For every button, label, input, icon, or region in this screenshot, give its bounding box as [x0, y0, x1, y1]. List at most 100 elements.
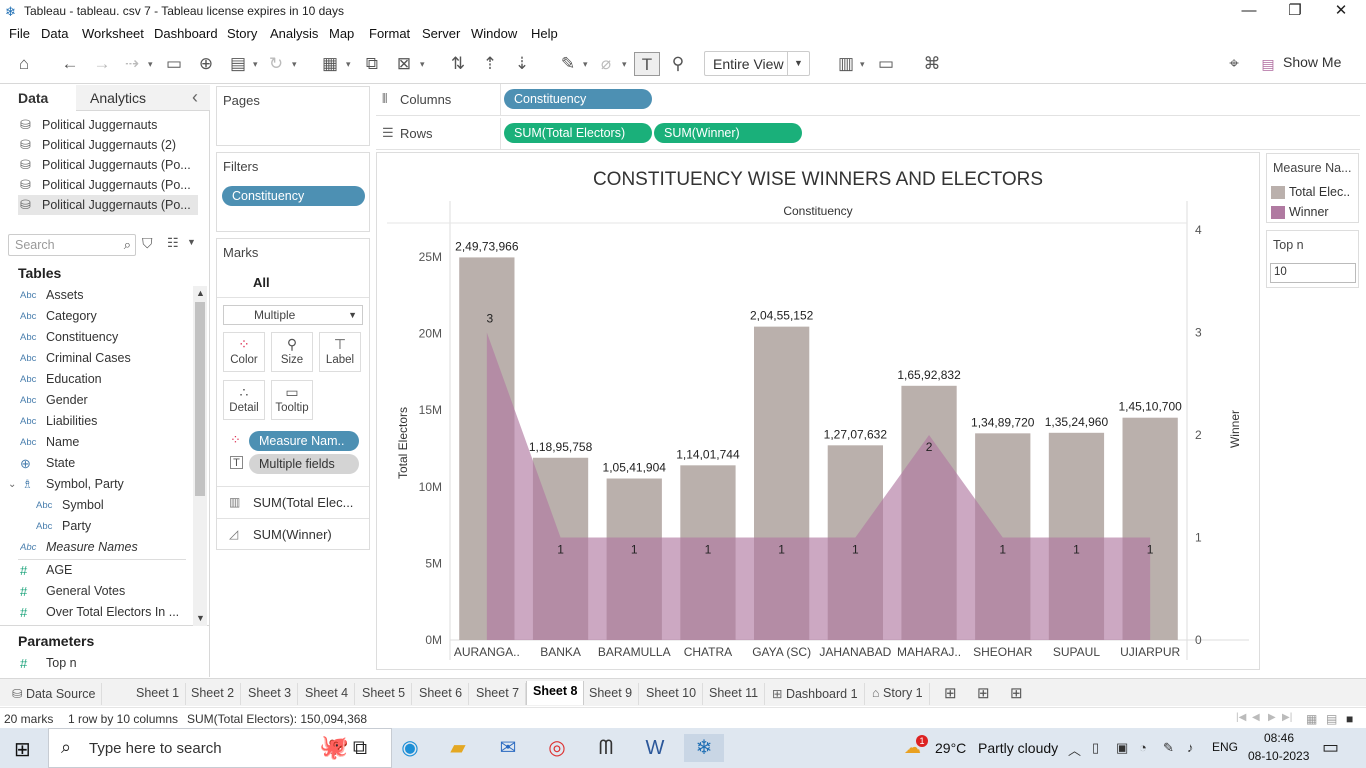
- parameter-item[interactable]: # Top n: [20, 653, 190, 674]
- collapse-pane-icon[interactable]: ‹: [192, 87, 198, 107]
- last-sheet-icon[interactable]: ▶|: [1282, 712, 1293, 723]
- sort-ascending-icon[interactable]: ⇡: [482, 54, 498, 73]
- word-icon[interactable]: W: [645, 737, 665, 759]
- rows-pill-winner[interactable]: SUM(Winner): [654, 123, 802, 143]
- filter-icon[interactable]: ⛉: [142, 235, 153, 251]
- menu-dashboard[interactable]: Dashboard: [154, 26, 218, 41]
- new-worksheet-tab-icon[interactable]: ⊞: [944, 685, 957, 702]
- field-item[interactable]: Abc Party: [36, 516, 206, 537]
- field-item[interactable]: ⌄ ♗ Symbol, Party: [8, 474, 178, 495]
- pen-icon[interactable]: ✎: [1163, 740, 1174, 755]
- columns-shelf[interactable]: ⫴ Columns Constituency: [376, 84, 1360, 116]
- replay-dropdown-icon[interactable]: ▾: [148, 59, 153, 69]
- legend-item-total-electors[interactable]: Total Elec..: [1289, 185, 1351, 199]
- clear-dropdown-icon[interactable]: ▾: [420, 59, 425, 69]
- sheet-sorter-icon[interactable]: ▤: [1326, 712, 1338, 726]
- legend-item-winner[interactable]: Winner: [1289, 205, 1329, 219]
- new-story-tab-icon[interactable]: ⊞: [1010, 685, 1023, 702]
- tab-sheet-active[interactable]: Sheet 8: [526, 681, 585, 705]
- tab-data[interactable]: Data: [0, 85, 76, 111]
- field-item[interactable]: Abc Education: [20, 369, 190, 390]
- top-n-input[interactable]: 10: [1270, 263, 1356, 283]
- field-item[interactable]: Abc Constituency: [20, 327, 190, 348]
- expand-caret-icon[interactable]: ⌄: [8, 479, 17, 490]
- marks-pill-multiple-fields[interactable]: Multiple fields: [249, 454, 359, 474]
- tab-sheet[interactable]: Sheet 5: [356, 683, 413, 705]
- datasource-item[interactable]: ⛁ Political Juggernauts (2): [18, 135, 198, 155]
- tab-data-source[interactable]: ⛁ Data Source: [4, 683, 103, 705]
- edge-icon[interactable]: ◉: [401, 737, 419, 759]
- rows-pill-total-electors[interactable]: SUM(Total Electors): [504, 123, 652, 143]
- fix-axes-icon[interactable]: ⚲: [671, 54, 685, 73]
- field-item[interactable]: Abc Liabilities: [20, 411, 190, 432]
- save-icon[interactable]: ▭: [165, 54, 183, 73]
- tab-sheet[interactable]: Sheet 7: [470, 683, 527, 705]
- field-item[interactable]: Abc Assets: [20, 285, 190, 306]
- refresh-dropdown-icon[interactable]: ▾: [292, 59, 297, 69]
- filters-card[interactable]: Filters Constituency: [216, 152, 370, 232]
- viz-area[interactable]: CONSTITUENCY WISE WINNERS AND ELECTORS Co…: [376, 152, 1260, 670]
- color-button[interactable]: ⁘ Color: [223, 332, 265, 372]
- tab-story[interactable]: ⌂ Story 1: [866, 683, 930, 705]
- detail-button[interactable]: ∴ Detail: [223, 380, 265, 420]
- next-sheet-icon[interactable]: ▶: [1268, 712, 1276, 723]
- refresh-icon[interactable]: ↻: [268, 54, 284, 73]
- app-icon[interactable]: ᗰ: [598, 737, 614, 759]
- marks-row-total-electors[interactable]: ▥ SUM(Total Elec...: [217, 486, 369, 518]
- tab-sheet[interactable]: Sheet 10: [640, 683, 704, 705]
- scroll-down-icon[interactable]: ▼: [196, 613, 205, 623]
- view-options-icon[interactable]: ☷: [167, 235, 179, 250]
- menu-format[interactable]: Format: [369, 26, 411, 41]
- tab-sheet[interactable]: Sheet 1: [130, 683, 187, 705]
- pause-updates-icon[interactable]: ▤: [229, 54, 247, 73]
- highlight-icon[interactable]: ✎: [560, 54, 576, 73]
- mark-type-select[interactable]: Multiple ▼: [223, 305, 363, 325]
- marks-all-label[interactable]: All: [253, 275, 270, 290]
- show-cards-icon[interactable]: ▥: [837, 54, 855, 73]
- columns-pill-constituency[interactable]: Constituency: [504, 89, 652, 109]
- menu-map[interactable]: Map: [329, 26, 355, 41]
- menu-analysis[interactable]: Analysis: [270, 26, 319, 41]
- datasource-item[interactable]: ⛁ Political Juggernauts: [18, 115, 198, 135]
- network-icon[interactable]: ▣: [1116, 740, 1129, 755]
- wifi-icon[interactable]: ◔: [1139, 740, 1147, 755]
- group-dropdown-icon[interactable]: ▾: [622, 59, 627, 69]
- share-icon[interactable]: ⌘: [923, 54, 941, 73]
- duplicate-sheet-icon[interactable]: ⧉: [365, 54, 379, 73]
- tab-sheet[interactable]: Sheet 3: [242, 683, 299, 705]
- tab-sheet[interactable]: Sheet 11: [703, 683, 766, 705]
- menu-data[interactable]: Data: [41, 26, 69, 41]
- rows-shelf[interactable]: ☰ Rows SUM(Total Electors) SUM(Winner): [376, 118, 1360, 150]
- fields-scrollbar-thumb[interactable]: [195, 302, 205, 496]
- measure-names-legend[interactable]: Measure Na... Total Elec.. Winner: [1266, 153, 1359, 223]
- filmstrip-view-icon[interactable]: ▦: [1306, 712, 1318, 726]
- pause-dropdown-icon[interactable]: ▾: [253, 59, 258, 69]
- replay-icon[interactable]: ⇢: [124, 54, 140, 73]
- tabs-view-icon[interactable]: ■: [1346, 712, 1354, 726]
- first-sheet-icon[interactable]: |◀: [1236, 712, 1247, 723]
- field-item[interactable]: Abc Category: [20, 306, 190, 327]
- mail-icon[interactable]: ✉: [499, 737, 517, 759]
- task-view-icon[interactable]: ⧉: [352, 737, 368, 759]
- redo-icon[interactable]: →: [93, 54, 111, 73]
- datasource-item[interactable]: ⛁ Political Juggernauts (Po...: [18, 175, 198, 195]
- minimize-button[interactable]: —: [1241, 2, 1257, 19]
- new-datasource-icon[interactable]: ⊕: [198, 54, 214, 73]
- show-cards-dropdown-icon[interactable]: ▾: [860, 59, 865, 69]
- view-mode-select[interactable]: Entire View ▼: [704, 51, 810, 76]
- show-me-icon[interactable]: ▤: [1261, 56, 1275, 72]
- menu-help[interactable]: Help: [531, 26, 558, 41]
- pages-card[interactable]: Pages: [216, 86, 370, 146]
- field-item[interactable]: # AGE: [20, 560, 190, 581]
- tab-analytics[interactable]: Analytics: [76, 85, 210, 111]
- filter-pill-constituency[interactable]: Constituency: [222, 186, 365, 206]
- show-me-button[interactable]: Show Me: [1283, 54, 1342, 70]
- battery-icon[interactable]: ▯: [1092, 740, 1100, 755]
- show-mark-labels-icon[interactable]: T: [634, 52, 660, 76]
- undo-icon[interactable]: ←: [61, 54, 79, 73]
- tab-sheet[interactable]: Sheet 2: [185, 683, 242, 705]
- clock-date[interactable]: 08-10-2023: [1248, 749, 1310, 763]
- windows-start-icon[interactable]: ⊞: [14, 739, 31, 761]
- chart-svg[interactable]: CONSTITUENCY WISE WINNERS AND ELECTORS Co…: [377, 153, 1259, 669]
- field-item[interactable]: Abc Name: [20, 432, 190, 453]
